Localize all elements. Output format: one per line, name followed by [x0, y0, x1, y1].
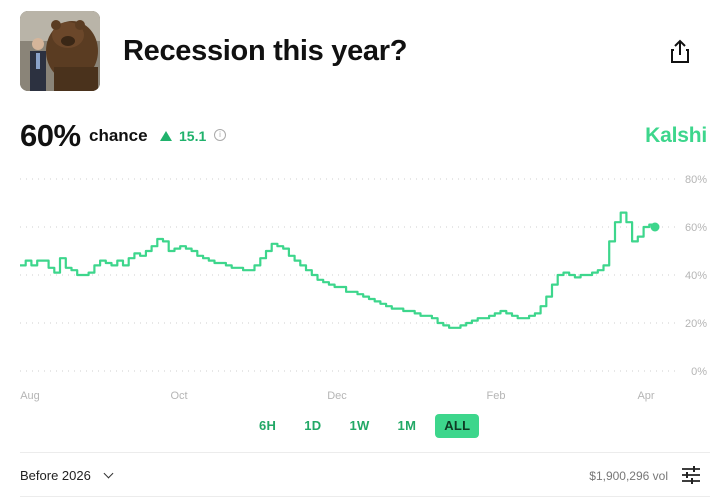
period-dropdown[interactable]: Before 2026	[20, 468, 112, 483]
chance-label: chance	[89, 126, 148, 146]
range-button-1d[interactable]: 1D	[295, 414, 330, 438]
range-button-6h[interactable]: 6H	[250, 414, 285, 438]
market-header: Recession this year?	[20, 11, 710, 91]
x-tick-label: Feb	[487, 390, 506, 402]
probability-summary: 60% chance 15.1 i Kalshi	[20, 116, 710, 156]
x-tick-label: Aug	[20, 390, 40, 402]
volume-label: $1,900,296 vol	[589, 469, 668, 483]
page-title: Recession this year?	[123, 35, 407, 68]
x-tick-label: Dec	[327, 390, 347, 402]
y-tick-label: 80%	[685, 174, 707, 186]
share-icon	[668, 39, 692, 65]
range-button-1m[interactable]: 1M	[389, 414, 426, 438]
divider	[20, 496, 710, 497]
y-tick-label: 0%	[691, 366, 707, 378]
range-selector: 6H 1D 1W 1M ALL	[250, 414, 479, 440]
share-button[interactable]	[668, 39, 692, 65]
triangle-up-icon	[160, 131, 172, 141]
x-tick-label: Apr	[637, 390, 654, 402]
filter-settings-button[interactable]	[680, 464, 702, 486]
info-icon[interactable]: i	[214, 129, 226, 141]
market-image	[20, 11, 100, 91]
bear-statue-image	[20, 11, 100, 91]
market-footer: Before 2026 $1,900,296 vol	[20, 456, 710, 494]
sliders-icon	[680, 464, 702, 486]
price-chart[interactable]: 80% 60% 40% 20% 0% Aug Oct Dec Feb Apr	[0, 168, 724, 408]
brand-logo: Kalshi	[645, 124, 707, 148]
y-tick-label: 40%	[685, 270, 707, 282]
series-line	[20, 213, 655, 328]
change-value: 15.1	[179, 128, 206, 144]
probability-value: 60%	[20, 118, 81, 154]
period-label: Before 2026	[20, 468, 91, 483]
x-tick-label: Oct	[170, 390, 187, 402]
chevron-down-icon	[103, 469, 113, 479]
y-tick-label: 20%	[685, 318, 707, 330]
latest-point-marker	[651, 223, 660, 232]
y-tick-label: 60%	[685, 222, 707, 234]
range-button-all[interactable]: ALL	[435, 414, 479, 438]
range-button-1w[interactable]: 1W	[340, 414, 378, 438]
divider	[20, 452, 710, 453]
change-indicator: 15.1	[160, 128, 206, 144]
